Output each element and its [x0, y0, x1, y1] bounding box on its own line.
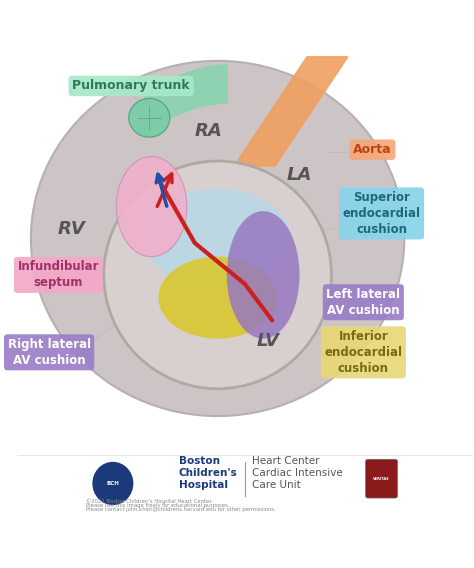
- Ellipse shape: [158, 257, 277, 339]
- Text: VERITAS: VERITAS: [373, 477, 390, 481]
- Ellipse shape: [104, 161, 331, 389]
- Text: ©2021 Boston Children’s Hospital Heart Center.: ©2021 Boston Children’s Hospital Heart C…: [85, 499, 212, 504]
- Ellipse shape: [227, 211, 300, 339]
- Text: Aorta: Aorta: [353, 143, 392, 156]
- Ellipse shape: [92, 462, 133, 505]
- Text: RA: RA: [195, 123, 222, 140]
- Text: Right lateral
AV cushion: Right lateral AV cushion: [8, 338, 91, 367]
- Text: Inferior
endocardial
cushion: Inferior endocardial cushion: [324, 330, 402, 375]
- Text: Left lateral
AV cushion: Left lateral AV cushion: [326, 288, 401, 317]
- Text: RV: RV: [58, 220, 86, 239]
- Text: LA: LA: [287, 166, 312, 183]
- Text: Heart Center
Cardiac Intensive
Care Unit: Heart Center Cardiac Intensive Care Unit: [252, 456, 343, 490]
- Text: Please contact john.kheir@childrens.harvard.edu for other permissions.: Please contact john.kheir@childrens.harv…: [85, 507, 275, 512]
- Ellipse shape: [129, 98, 170, 137]
- Text: Please use this image freely for educational purposes.: Please use this image freely for educati…: [85, 503, 229, 508]
- FancyBboxPatch shape: [365, 460, 398, 498]
- Text: Boston
Children's
Hospital: Boston Children's Hospital: [179, 456, 237, 490]
- Text: Infundibular
septum: Infundibular septum: [18, 260, 99, 289]
- Text: BCH: BCH: [107, 481, 119, 486]
- Ellipse shape: [116, 157, 187, 257]
- Text: LV: LV: [256, 332, 279, 350]
- Text: Superior
endocardial
cushion: Superior endocardial cushion: [343, 191, 420, 236]
- Ellipse shape: [31, 61, 404, 416]
- Ellipse shape: [145, 189, 291, 289]
- Text: Pulmonary trunk: Pulmonary trunk: [72, 80, 190, 93]
